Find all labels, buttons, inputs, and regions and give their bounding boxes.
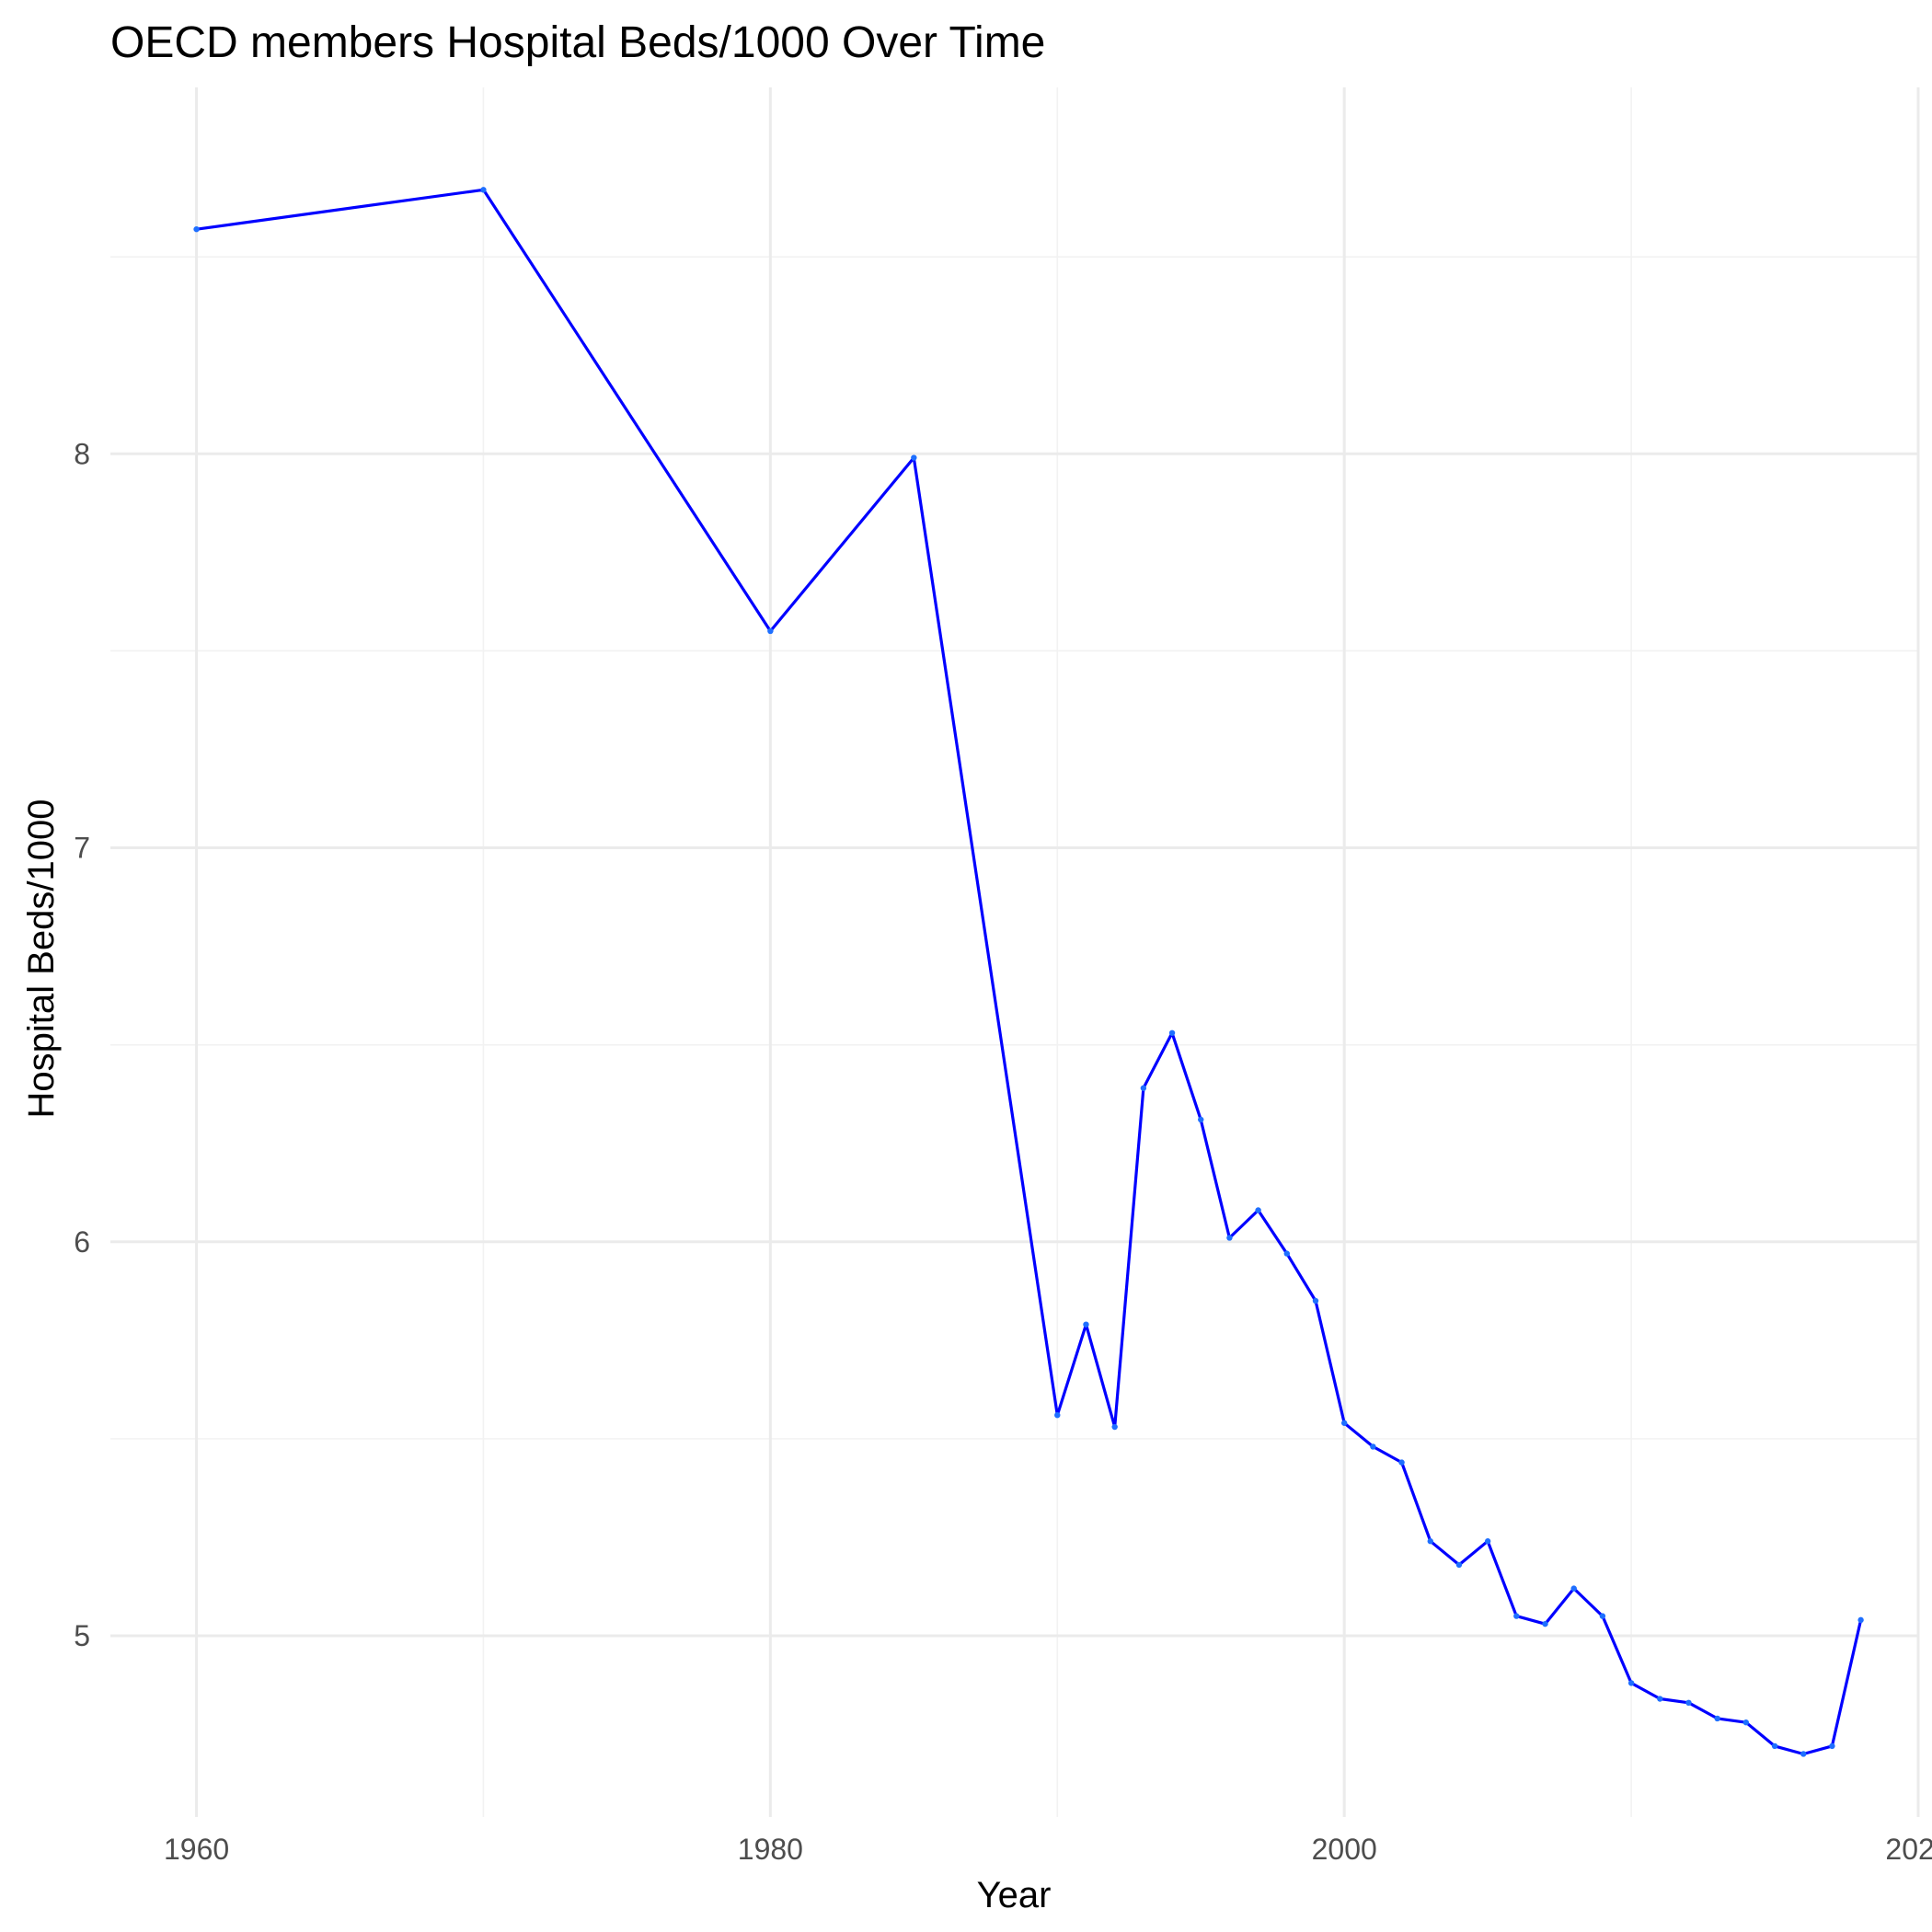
data-point [1570, 1585, 1577, 1592]
data-point [1542, 1620, 1548, 1627]
data-point [1168, 1029, 1176, 1036]
data-point [1857, 1616, 1864, 1624]
data-point [1226, 1235, 1233, 1241]
data-point [1484, 1538, 1491, 1545]
y-tick-label: 7 [74, 832, 90, 865]
data-point [1800, 1751, 1807, 1757]
y-tick-label: 8 [74, 437, 90, 470]
data-point [1255, 1207, 1261, 1213]
data-point [911, 454, 917, 461]
y-axis-title: Hospital Beds/1000 [21, 799, 62, 1119]
x-axis-tick-labels: 1960 1980 2000 2020 [164, 1833, 1932, 1866]
data-point [1657, 1696, 1663, 1702]
data-point [1829, 1742, 1835, 1750]
data-point [1198, 1116, 1204, 1123]
series-layer [193, 187, 1864, 1757]
data-point [1398, 1459, 1405, 1466]
data-point [1283, 1250, 1291, 1257]
data-point [1083, 1321, 1089, 1328]
data-point [193, 225, 200, 233]
x-tick-label: 1960 [164, 1833, 229, 1866]
y-axis-tick-labels: 5 6 7 8 [74, 437, 90, 1652]
y-tick-label: 5 [74, 1619, 90, 1652]
y-tick-label: 6 [74, 1225, 90, 1259]
x-tick-label: 2020 [1885, 1833, 1932, 1866]
data-point [1742, 1719, 1750, 1726]
data-point [480, 187, 487, 193]
data-point [767, 627, 774, 635]
data-point [1340, 1420, 1348, 1426]
data-point [1599, 1613, 1606, 1619]
data-point [1685, 1699, 1692, 1707]
data-point [1714, 1715, 1720, 1722]
data-point [1455, 1561, 1463, 1569]
data-point [1370, 1443, 1376, 1450]
x-tick-label: 2000 [1312, 1833, 1377, 1866]
data-point [1140, 1085, 1147, 1091]
data-point [1513, 1613, 1520, 1619]
x-tick-label: 1980 [738, 1833, 803, 1866]
data-point [1111, 1423, 1118, 1431]
data-point [1054, 1411, 1061, 1419]
data-point [1427, 1538, 1433, 1545]
data-point [1312, 1297, 1319, 1305]
x-axis-title: Year [977, 1875, 1052, 1915]
minor-gridlines [110, 87, 1918, 1817]
major-gridlines [110, 87, 1920, 1817]
data-point [1771, 1742, 1778, 1750]
data-point [1627, 1680, 1635, 1686]
chart-title: OECD members Hospital Beds/1000 Over Tim… [110, 18, 1045, 67]
